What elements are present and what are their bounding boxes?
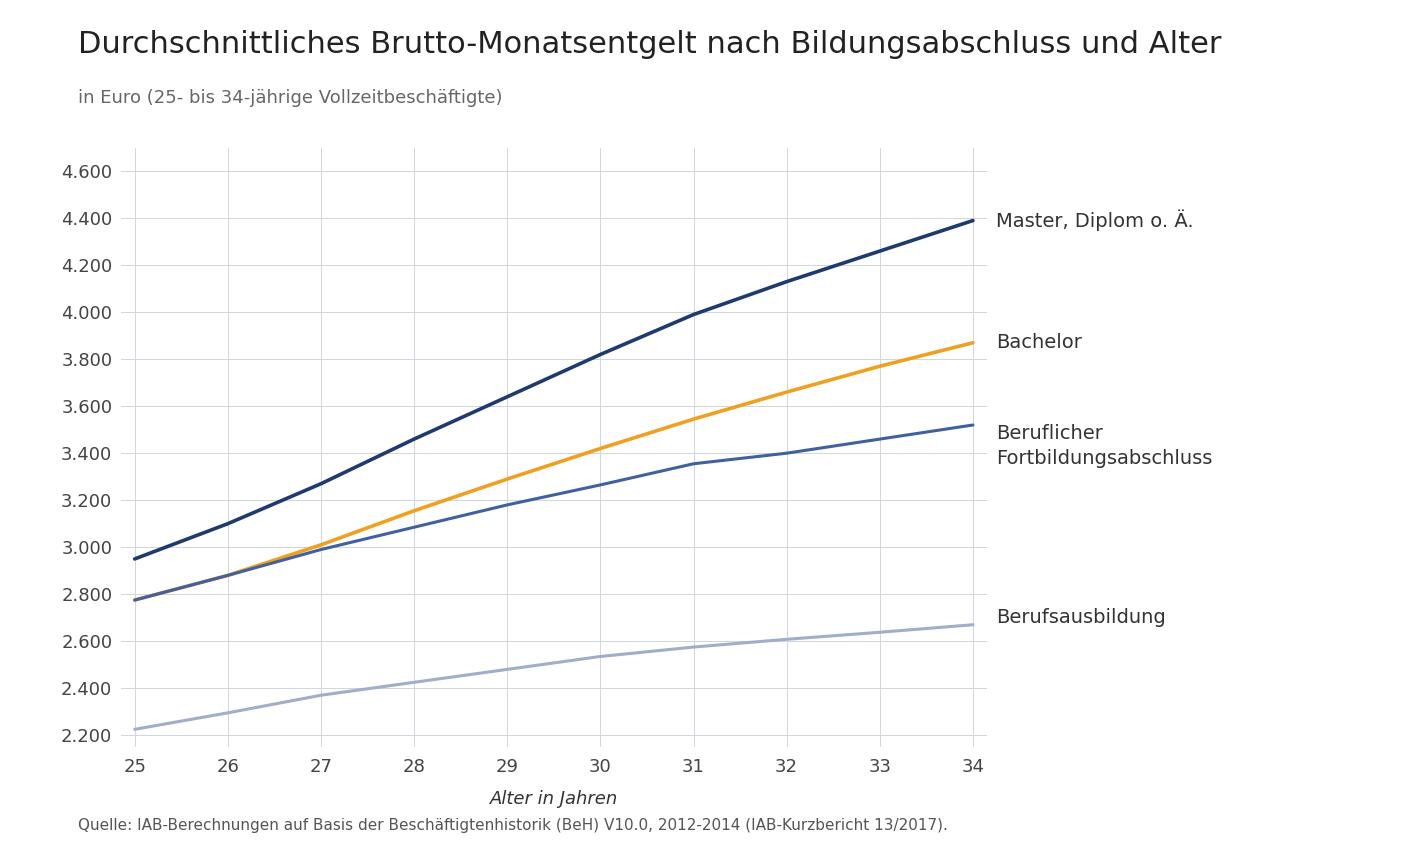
- Text: in Euro (25- bis 34-jährige Vollzeitbeschäftigte): in Euro (25- bis 34-jährige Vollzeitbesc…: [78, 89, 503, 106]
- Text: Berufsausbildung: Berufsausbildung: [997, 609, 1166, 627]
- Text: Quelle: IAB-Berechnungen auf Basis der Beschäftigtenhistorik (BeH) V10.0, 2012-2: Quelle: IAB-Berechnungen auf Basis der B…: [78, 818, 949, 833]
- Text: Master, Diplom o. Ä.: Master, Diplom o. Ä.: [997, 210, 1194, 231]
- X-axis label: Alter in Jahren: Alter in Jahren: [490, 790, 618, 808]
- Text: Beruflicher
Fortbildungsabschluss: Beruflicher Fortbildungsabschluss: [997, 425, 1213, 468]
- Text: Bachelor: Bachelor: [997, 333, 1082, 352]
- Text: Durchschnittliches Brutto-Monatsentgelt nach Bildungsabschluss und Alter: Durchschnittliches Brutto-Monatsentgelt …: [78, 30, 1221, 58]
